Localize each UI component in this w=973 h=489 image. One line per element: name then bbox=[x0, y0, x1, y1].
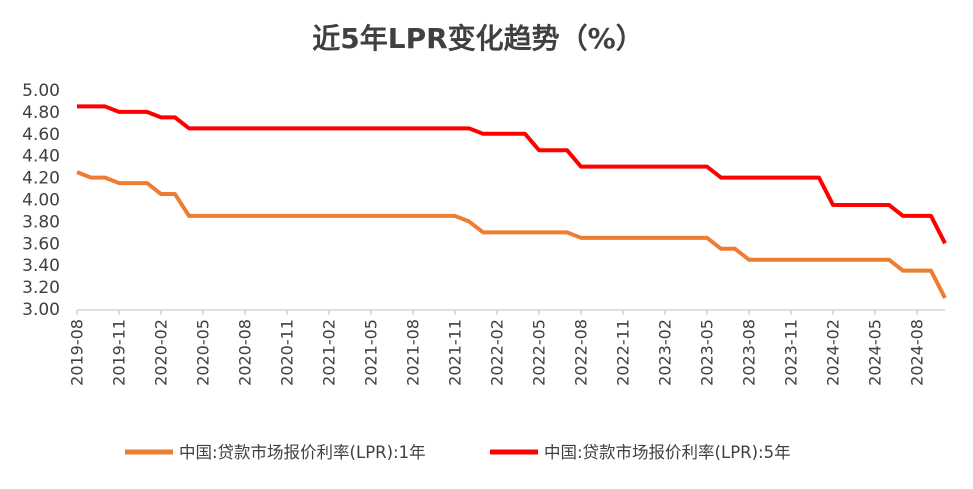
x-tick-label: 2020-05 bbox=[194, 319, 213, 386]
x-tick-label: 2022-08 bbox=[572, 319, 591, 386]
x-tick-label: 2024-08 bbox=[908, 319, 927, 386]
y-tick-label: 5.00 bbox=[22, 81, 60, 101]
y-tick-label: 3.80 bbox=[22, 212, 60, 232]
x-tick-label: 2022-02 bbox=[488, 319, 507, 386]
x-tick-label: 2023-11 bbox=[782, 319, 801, 386]
x-tick-label: 2021-11 bbox=[446, 319, 465, 386]
y-tick-label: 4.60 bbox=[22, 125, 60, 145]
x-tick-label: 2021-05 bbox=[362, 319, 381, 386]
x-axis: 2019-08 2019-11 2020-02 2020-05 2020-08 2020-… bbox=[68, 309, 945, 386]
x-tick-label: 2021-08 bbox=[404, 319, 423, 386]
x-tick-label: 2020-02 bbox=[152, 319, 171, 386]
x-tick-label: 2022-11 bbox=[614, 319, 633, 386]
series-line-5y bbox=[77, 104, 947, 245]
x-tick-label: 2022-05 bbox=[530, 319, 549, 386]
series-layer bbox=[76, 104, 947, 299]
chart-title: 近5年LPR变化趋势（%） bbox=[312, 22, 643, 55]
x-tick-label: 2024-02 bbox=[824, 319, 843, 386]
legend-label: 中国:贷款市场报价利率(LPR):1年 bbox=[179, 443, 426, 462]
x-tick-label: 2019-11 bbox=[110, 319, 129, 386]
y-tick-label: 3.00 bbox=[22, 300, 60, 320]
x-tick-label: 2023-08 bbox=[740, 319, 759, 386]
x-tick-label: 2019-08 bbox=[68, 319, 87, 386]
x-tick-label: 2023-05 bbox=[698, 319, 717, 386]
x-tick-label: 2021-02 bbox=[320, 319, 339, 386]
series-line-1y bbox=[76, 170, 947, 299]
y-tick-label: 3.60 bbox=[22, 234, 60, 254]
x-tick-label: 2020-08 bbox=[236, 319, 255, 386]
x-tick-label: 2024-05 bbox=[866, 319, 885, 386]
x-tick-label: 2020-11 bbox=[278, 319, 297, 386]
x-tick-label: 2023-02 bbox=[656, 319, 675, 386]
y-tick-label: 4.40 bbox=[22, 147, 60, 167]
y-tick-label: 3.40 bbox=[22, 256, 60, 276]
y-tick-label: 3.20 bbox=[22, 278, 60, 298]
legend-label: 中国:贷款市场报价利率(LPR):5年 bbox=[544, 443, 791, 462]
y-tick-label: 4.00 bbox=[22, 191, 60, 211]
y-axis: 5.004.804.604.404.204.003.803.603.403.20… bbox=[22, 81, 60, 320]
y-tick-label: 4.80 bbox=[22, 103, 60, 123]
legend: 中国:贷款市场报价利率(LPR):1年 中国:贷款市场报价利率(LPR):5年 bbox=[125, 443, 791, 462]
y-tick-label: 4.20 bbox=[22, 169, 60, 189]
